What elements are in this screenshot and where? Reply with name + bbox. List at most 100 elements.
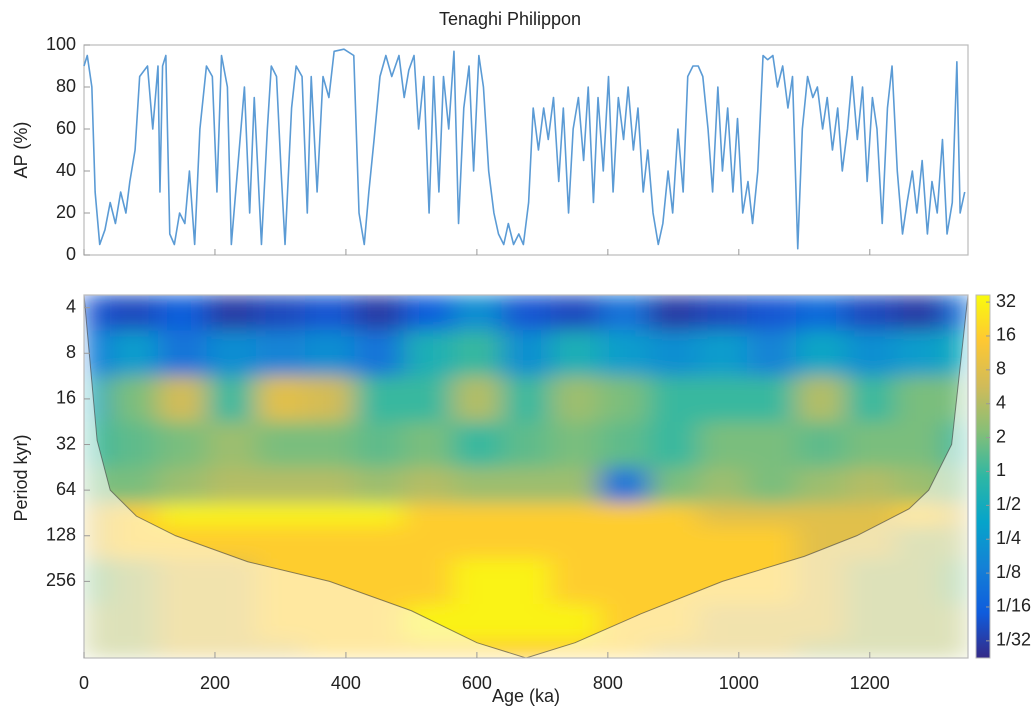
heat-cell: [157, 330, 208, 377]
x-axis-label: Age (ka): [492, 686, 560, 706]
heat-cell: [796, 421, 846, 468]
colorbar: [975, 294, 991, 659]
heat-cell: [550, 295, 601, 331]
heat-cell: [501, 467, 552, 504]
heat-cell: [697, 503, 748, 527]
y-tick-label: 0: [66, 244, 76, 264]
y-tick-label: 16: [56, 388, 76, 408]
heat-cell: [845, 330, 895, 377]
y-tick-label: 60: [56, 118, 76, 138]
heat-cell: [894, 295, 944, 331]
heat-cell: [157, 503, 208, 527]
heat-cell: [599, 558, 650, 605]
heat-cell: [108, 376, 159, 423]
heat-cell: [206, 467, 257, 504]
heat-cell: [796, 376, 846, 423]
heat-cell: [305, 421, 355, 468]
colorbar-tick-label: 32: [996, 291, 1016, 311]
heat-cell: [452, 467, 502, 504]
heat-cell: [845, 503, 895, 527]
heat-cell: [550, 604, 601, 641]
heat-cell: [305, 376, 355, 423]
heat-cell: [305, 503, 355, 527]
heat-cell: [206, 421, 257, 468]
heat-cell: [255, 526, 306, 560]
x-tick-label: 1000: [719, 673, 759, 693]
heat-cell: [157, 295, 208, 331]
heat-cell: [157, 467, 208, 504]
heat-cell: [747, 376, 797, 423]
heat-cell: [452, 421, 502, 468]
heat-cell: [452, 526, 502, 560]
heat-cell: [354, 330, 404, 377]
heat-cell: [206, 295, 257, 331]
heat-cell: [403, 503, 453, 527]
heat-cell: [747, 330, 797, 377]
heat-cell: [796, 503, 846, 527]
x-tick-label: 600: [462, 673, 492, 693]
heat-cell: [452, 295, 502, 331]
colorbar-tick-label: 2: [996, 426, 1006, 446]
heat-cell: [845, 421, 895, 468]
heat-cell: [403, 421, 453, 468]
heat-cell: [550, 503, 601, 527]
heat-cell: [796, 330, 846, 377]
heat-cell: [747, 295, 797, 331]
heat-cell: [599, 526, 650, 560]
heat-cell: [550, 526, 601, 560]
heat-cell: [894, 421, 944, 468]
x-tick-label: 0: [79, 673, 89, 693]
x-tick-label: 200: [200, 673, 230, 693]
heat-cell: [648, 330, 699, 377]
heat-cell: [206, 330, 257, 377]
y-tick-label: 128: [46, 525, 76, 545]
heat-cell: [403, 558, 453, 605]
heat-cell: [747, 526, 797, 560]
colorbar-tick-label: 1/32: [996, 630, 1031, 650]
heat-cell: [599, 330, 650, 377]
heat-cell: [305, 467, 355, 504]
heat-cell: [403, 295, 453, 331]
y-tick-label: 8: [66, 342, 76, 362]
heat-cell: [354, 503, 404, 527]
y-axis-label: AP (%): [11, 122, 31, 179]
heat-cell: [403, 526, 453, 560]
colorbar-tick-label: 1: [996, 460, 1006, 480]
heat-cell: [697, 467, 748, 504]
heat-cell: [599, 295, 650, 331]
colorbar-tick-label: 1/4: [996, 528, 1021, 548]
heat-cell: [697, 421, 748, 468]
heat-cell: [796, 467, 846, 504]
heat-cell: [747, 467, 797, 504]
y-axis-label: Period kyr): [11, 434, 31, 521]
heat-cell: [747, 503, 797, 527]
heat-cell: [550, 376, 601, 423]
colorbar-tick-label: 1/16: [996, 596, 1031, 616]
x-tick-label: 400: [331, 673, 361, 693]
heat-cell: [108, 330, 159, 377]
y-tick-label: 40: [56, 160, 76, 180]
heat-cell: [305, 295, 355, 331]
heat-cell: [845, 467, 895, 504]
x-tick-label: 1200: [850, 673, 890, 693]
heat-cell: [894, 376, 944, 423]
heatmap: [84, 295, 968, 658]
heat-cell: [354, 467, 404, 504]
heat-cell: [697, 376, 748, 423]
heat-cell: [255, 503, 306, 527]
heat-cell: [697, 330, 748, 377]
heat-cell: [354, 295, 404, 331]
plot-frame: [83, 294, 969, 659]
colorbar-tick-label: 1/8: [996, 562, 1021, 582]
heat-cell: [747, 421, 797, 468]
heat-cell: [403, 467, 453, 504]
heat-cell: [255, 295, 306, 331]
heat-cell: [255, 421, 306, 468]
colorbar-tick-label: 16: [996, 325, 1016, 345]
heat-cell: [845, 376, 895, 423]
y-tick-label: 256: [46, 570, 76, 590]
heat-cell: [648, 526, 699, 560]
heat-cell: [501, 558, 552, 605]
